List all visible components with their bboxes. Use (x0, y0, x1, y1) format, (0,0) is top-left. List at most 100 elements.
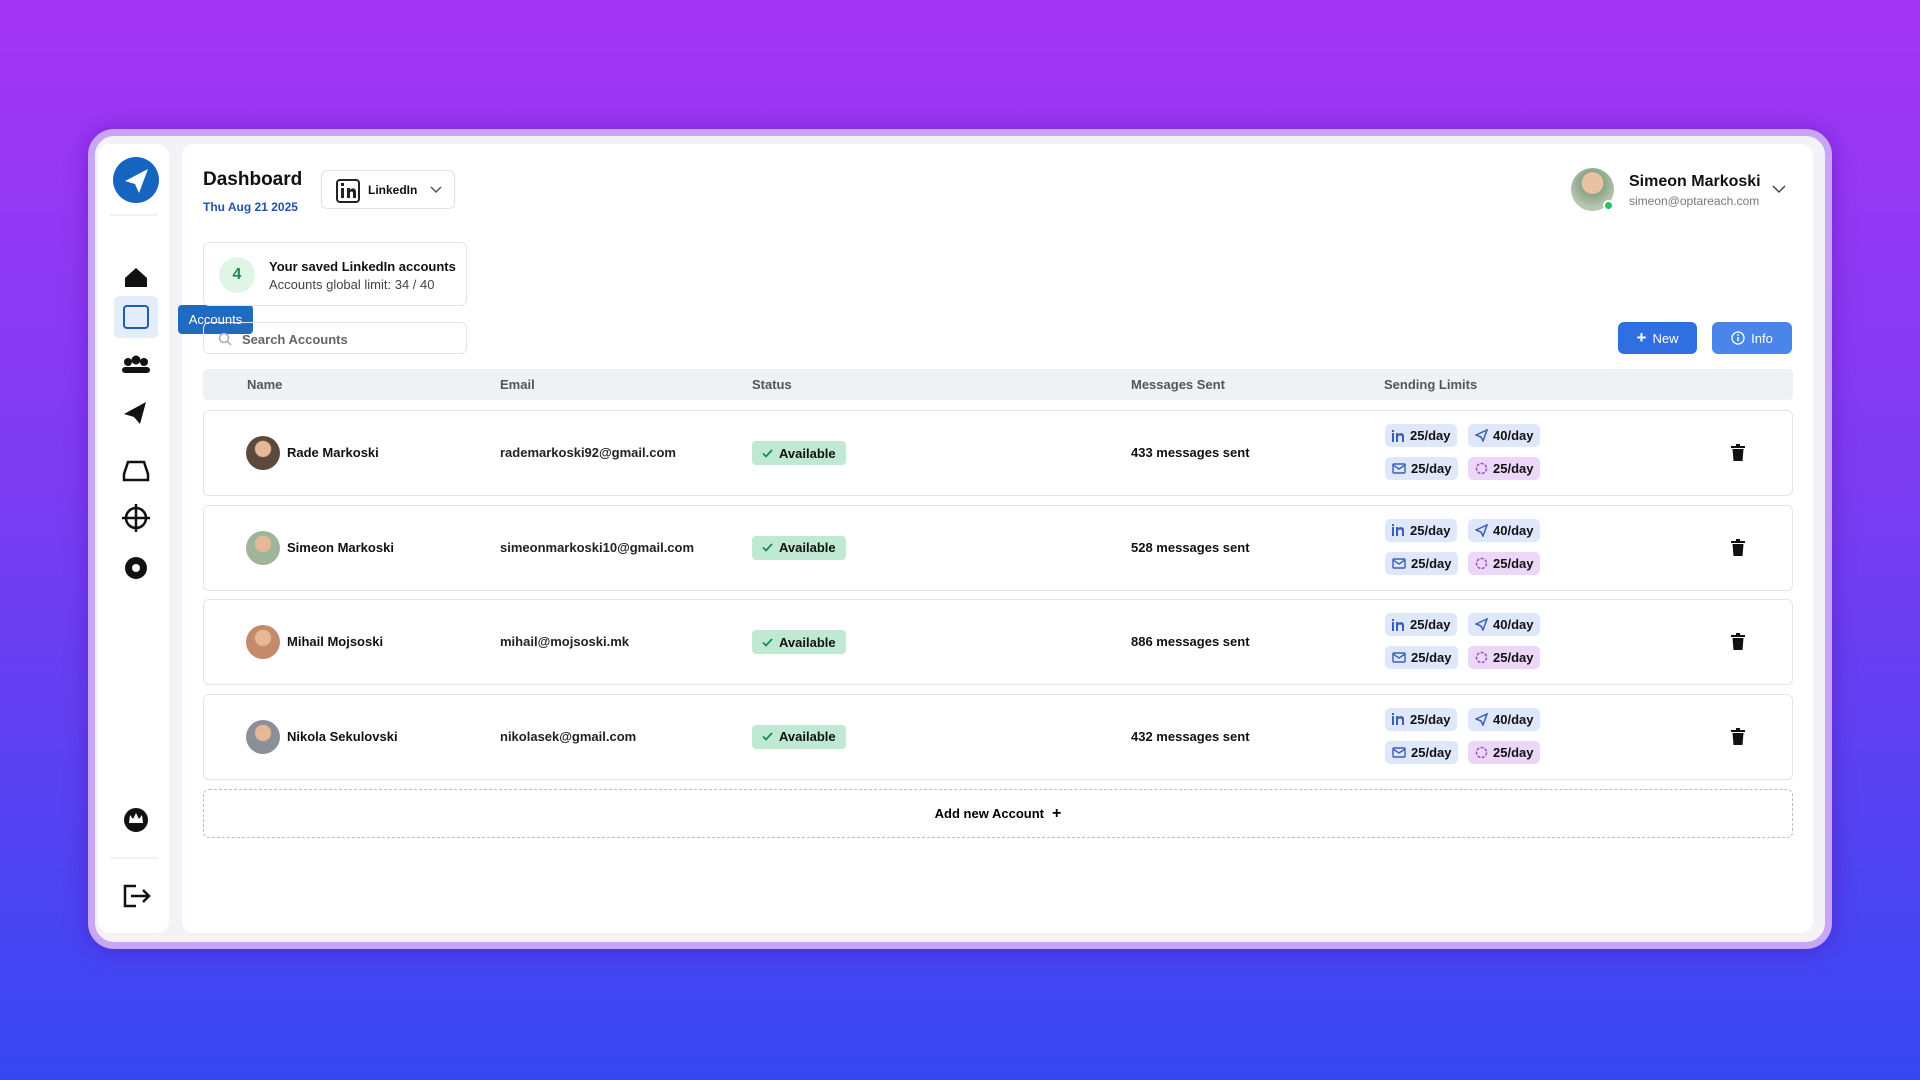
status-badge: Available (752, 724, 846, 749)
summary-card: 4 Your saved LinkedIn accounts Accounts … (203, 242, 467, 306)
limit-value: 25/day (1493, 744, 1534, 760)
account-name: Mihail Mojsoski (287, 634, 384, 649)
account-row (203, 504, 1793, 591)
platform-label: LinkedIn (368, 183, 418, 197)
target-icon[interactable] (122, 504, 150, 532)
messages-sent: 528 messages sent (1131, 539, 1250, 555)
limit-chip: 40/day (1468, 424, 1541, 447)
limit-value: 25/day (1493, 555, 1534, 571)
info-label: Info (1751, 330, 1773, 346)
date: Thu Aug 21 2025 (203, 200, 298, 214)
new-label: New (1652, 330, 1679, 346)
account-name: Nikola Sekulovski (287, 728, 398, 744)
messages-sent: 432 messages sent (1131, 728, 1250, 744)
page-title: Dashboard (203, 169, 303, 190)
user-email: simeon@optareach.com (1629, 194, 1760, 208)
limit-chip: 25/day (1385, 551, 1459, 575)
limit-chip: 25/day (1385, 740, 1459, 764)
team-icon[interactable] (122, 355, 150, 374)
inbox-icon[interactable] (122, 460, 150, 482)
account-count: 4 (219, 257, 255, 293)
avatar (246, 530, 280, 565)
delete-button[interactable] (1731, 444, 1745, 466)
account-row (203, 599, 1793, 685)
avatar (246, 625, 280, 659)
summary-limit: Accounts global limit: 34 / 40 (269, 277, 435, 292)
logout-icon[interactable] (123, 884, 151, 908)
limit-chip: 25/day (1468, 551, 1541, 575)
status-badge: Available (752, 630, 846, 654)
limit-value: 25/day (1411, 555, 1452, 571)
add-account-button[interactable]: Add new Account + (203, 789, 1793, 838)
delete-button[interactable] (1731, 727, 1745, 750)
limit-value: 25/day (1493, 650, 1534, 665)
limit-chip: 25/day (1385, 457, 1459, 480)
limit-chip: 40/day (1468, 707, 1541, 731)
account-email: rademarkoski92@gmail.com (500, 445, 676, 460)
platform-select[interactable]: LinkedIn (321, 170, 455, 209)
limit-chip: 25/day (1385, 518, 1458, 542)
accounts-active[interactable] (114, 296, 158, 338)
messages-sent: 886 messages sent (1131, 634, 1250, 649)
limit-value: 25/day (1411, 650, 1452, 665)
delete-button[interactable] (1731, 538, 1745, 561)
online-dot (1603, 200, 1614, 211)
limit-value: 25/day (1410, 617, 1451, 632)
limit-chip: 25/day (1385, 707, 1458, 731)
account-row (203, 410, 1793, 496)
user-name: Simeon Markoski (1629, 173, 1761, 190)
limit-value: 25/day (1410, 711, 1451, 727)
column-header: Messages Sent (1131, 377, 1225, 392)
avatar (246, 719, 280, 754)
messages-sent: 433 messages sent (1131, 445, 1250, 460)
account-email: mihail@mojsoski.mk (500, 634, 629, 649)
limit-chip: 25/day (1468, 740, 1541, 764)
limit-value: 40/day (1493, 428, 1534, 443)
home-icon[interactable] (125, 268, 147, 287)
account-name: Simeon Markoski (287, 539, 394, 555)
limit-chip: 25/day (1468, 646, 1541, 669)
column-header: Name (247, 377, 283, 392)
table-header (203, 369, 1793, 400)
avatar (246, 436, 280, 470)
search-box[interactable]: Search Accounts (203, 322, 467, 354)
limit-chip: 25/day (1468, 457, 1541, 480)
info-button[interactable]: Info (1712, 322, 1792, 354)
account-email: simeonmarkoski10@gmail.com (500, 539, 695, 555)
status-badge: Available (752, 441, 846, 465)
limit-chip: 25/day (1385, 613, 1458, 636)
sidebar-icons (110, 157, 159, 908)
limit-value: 25/day (1410, 522, 1451, 538)
limit-value: 40/day (1493, 522, 1534, 538)
limit-value: 25/day (1411, 461, 1452, 476)
limit-value: 25/day (1410, 428, 1451, 443)
limit-chip: 40/day (1468, 613, 1541, 636)
search-placeholder: Search Accounts (242, 332, 348, 347)
campaign-icon[interactable] (124, 402, 146, 424)
limit-value: 25/day (1493, 461, 1534, 476)
account-row (203, 693, 1793, 780)
status-label: Available (779, 729, 836, 744)
column-header: Sending Limits (1384, 377, 1478, 392)
status-label: Available (779, 634, 836, 650)
column-header: Email (500, 377, 535, 392)
new-button[interactable]: + New (1618, 322, 1697, 354)
limit-chip: 25/day (1385, 424, 1458, 447)
status-label: Available (779, 445, 836, 461)
limit-value: 40/day (1493, 711, 1534, 727)
limit-chip: 25/day (1385, 646, 1459, 669)
status-badge: Available (752, 535, 846, 560)
account-email: nikolasek@gmail.com (500, 728, 637, 744)
user-menu[interactable] (1772, 185, 1786, 194)
limit-value: 25/day (1411, 744, 1452, 760)
summary-title: Your saved LinkedIn accounts (269, 259, 456, 274)
add-account-label: Add new Account (934, 806, 1044, 821)
account-name: Rade Markoski (287, 445, 379, 460)
limit-chip: 40/day (1468, 518, 1541, 542)
column-header: Status (752, 377, 792, 392)
tooltip: Accounts (178, 305, 253, 334)
status-label: Available (779, 540, 836, 555)
delete-button[interactable] (1731, 633, 1745, 655)
limit-value: 40/day (1493, 617, 1534, 632)
